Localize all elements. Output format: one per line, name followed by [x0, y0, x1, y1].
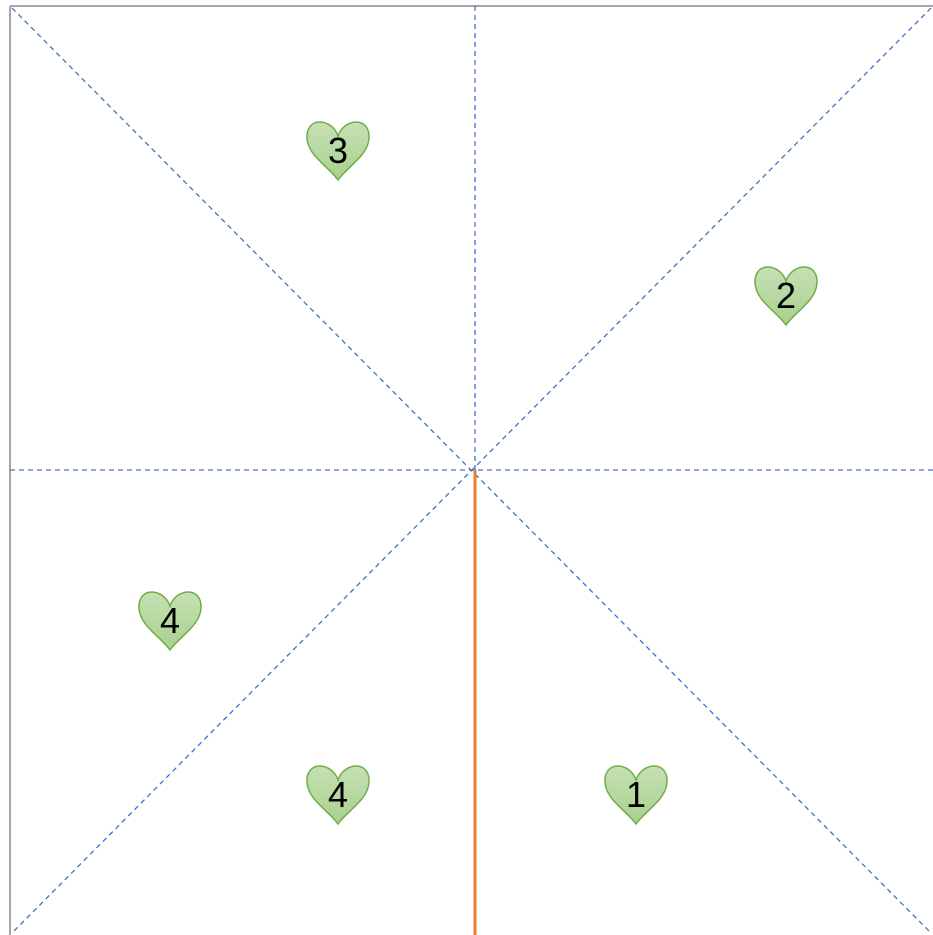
- heart-icon: [754, 266, 818, 327]
- heart-marker: 4: [138, 591, 202, 652]
- heart-marker: 1: [604, 765, 668, 826]
- heart-icon: [306, 121, 370, 182]
- heart-marker: 2: [754, 266, 818, 327]
- heart-marker: 4: [306, 765, 370, 826]
- heart-number-label: 4: [160, 600, 180, 641]
- heart-number-label: 2: [776, 275, 796, 316]
- heart-icon: [604, 765, 668, 826]
- heart-number-label: 3: [328, 130, 348, 171]
- dashed-diagonal-anti: [11, 7, 932, 934]
- heart-icon: [138, 591, 202, 652]
- heart-number-label: 1: [626, 774, 646, 815]
- heart-icon: [306, 765, 370, 826]
- heart-marker: 3: [306, 121, 370, 182]
- hearts-group: 3 2 4 4 1: [138, 121, 818, 826]
- heart-number-label: 4: [328, 774, 348, 815]
